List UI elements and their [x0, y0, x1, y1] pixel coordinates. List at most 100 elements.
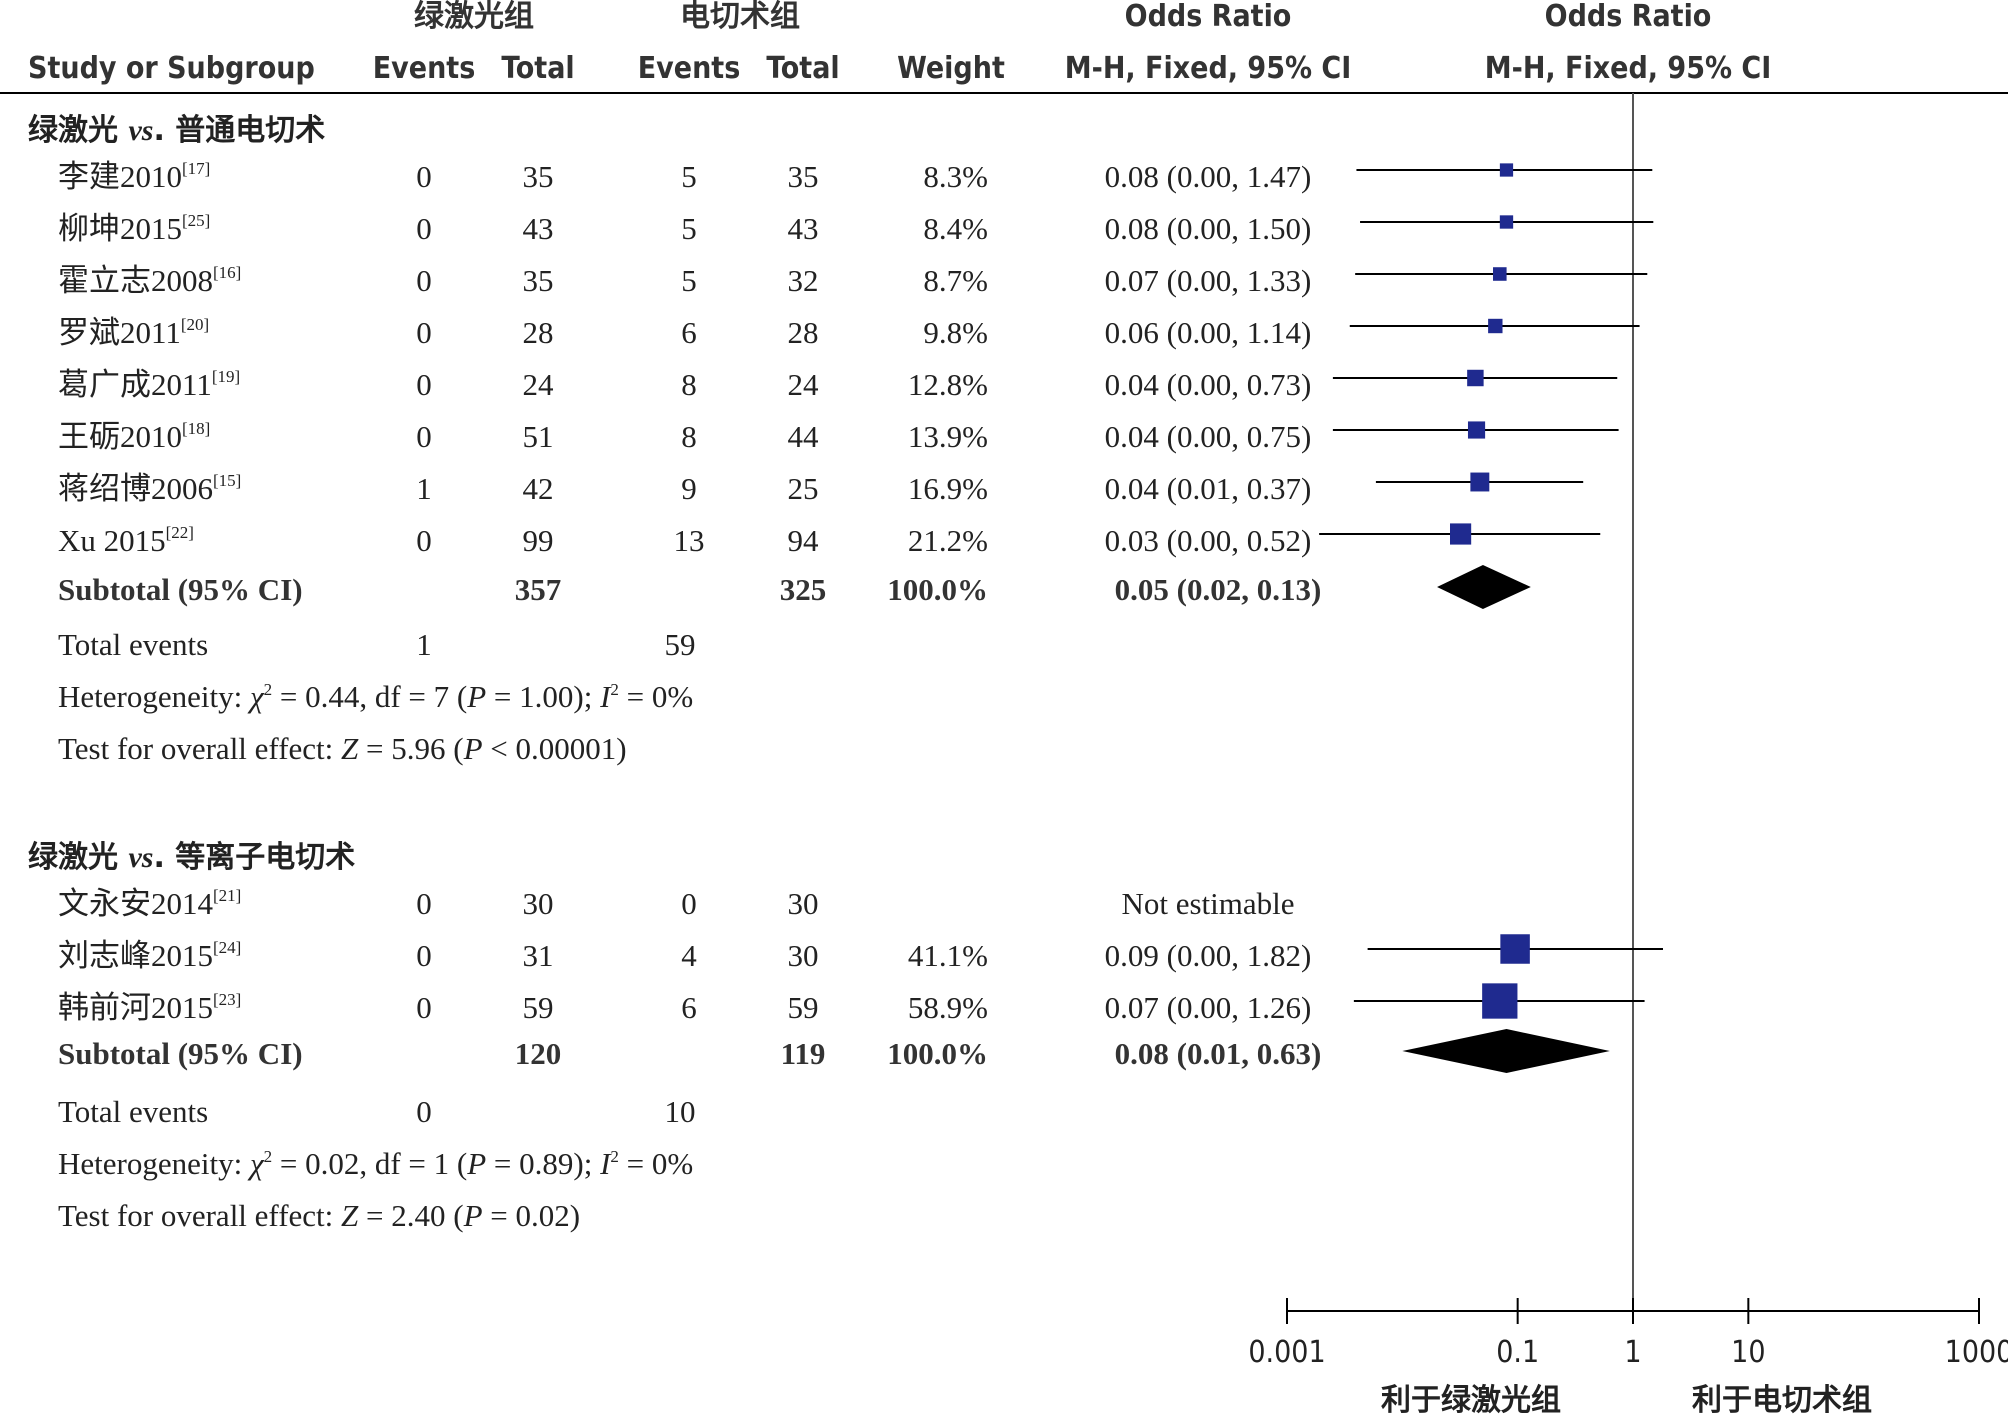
- study-ref: [24]: [213, 938, 241, 957]
- study-ref: [17]: [182, 159, 210, 178]
- or-ci-cell: 0.06 (0.00, 1.14): [1105, 315, 1312, 350]
- total1-cell: 35: [523, 263, 554, 298]
- het-i: I: [599, 1146, 612, 1181]
- x-axis: 0.001 0.1 1 10 1000: [1248, 1298, 2008, 1370]
- events2-cell: 6: [681, 315, 697, 350]
- col-method-left-header: M-H, Fixed, 95% CI: [1065, 51, 1352, 86]
- study-marker: [1499, 215, 1514, 229]
- total2-cell: 43: [788, 211, 819, 246]
- total-events2: 10: [665, 1094, 696, 1129]
- col-method-right-header: M-H, Fixed, 95% CI: [1485, 51, 1772, 86]
- or-ci-cell: 0.03 (0.00, 0.52): [1105, 523, 1312, 558]
- events2-cell: 4: [681, 938, 697, 973]
- events1-cell: 0: [416, 159, 432, 194]
- events2-cell: 5: [681, 159, 697, 194]
- study-name-text: 柳坤2015: [58, 211, 182, 246]
- col-total2-header: Total: [766, 51, 839, 86]
- events2-cell: 5: [681, 211, 697, 246]
- or-ci-cell: 0.07 (0.00, 1.33): [1105, 263, 1312, 298]
- x-tick-label: 10: [1731, 1335, 1765, 1370]
- het-rest1: = 0.02, df = 1 (: [272, 1146, 467, 1181]
- subgroup-title-suffix: . 普通电切术: [153, 113, 325, 148]
- het-p: P: [466, 1146, 486, 1181]
- study-name: 文永安2014[21]: [58, 886, 241, 921]
- or-ci-cell: 0.04 (0.01, 0.37): [1105, 471, 1312, 506]
- or-title-right: Odds Ratio: [1545, 0, 1712, 34]
- total2-cell: 30: [788, 938, 819, 973]
- study-name-text: 霍立志2008: [58, 263, 213, 298]
- study-name-text: 王砺2010: [58, 419, 182, 454]
- study-name: 罗斌2011[20]: [58, 315, 209, 350]
- het-i-sup: 2: [610, 680, 619, 699]
- plot-marks: [1319, 163, 1663, 1073]
- weight-cell: 21.2%: [908, 523, 988, 558]
- het-chi: χ: [247, 679, 265, 714]
- total2-cell: 94: [788, 523, 820, 558]
- total2-cell: 59: [788, 990, 819, 1025]
- events1-cell: 0: [416, 990, 432, 1025]
- subtotal-or-ci: 0.05 (0.02, 0.13): [1115, 572, 1322, 607]
- x-tick-label: 1: [1624, 1335, 1641, 1370]
- or-ci-cell: 0.04 (0.00, 0.75): [1105, 419, 1312, 454]
- or-ci-cell: 0.04 (0.00, 0.73): [1105, 367, 1312, 402]
- x-tick-label: 1000: [1945, 1335, 2008, 1370]
- study-name-text: 刘志峰2015: [58, 938, 213, 973]
- total-events1: 0: [416, 1094, 432, 1129]
- study-marker: [1470, 472, 1490, 492]
- col-total1-header: Total: [501, 51, 574, 86]
- subtotal-diamond: [1437, 565, 1531, 609]
- group2-title: 电切术组: [680, 0, 800, 34]
- subgroup-title-suffix: . 等离子电切术: [153, 840, 355, 875]
- subtotal-diamond: [1402, 1029, 1610, 1073]
- col-study-header: Study or Subgroup: [28, 51, 315, 86]
- study-marker: [1450, 523, 1472, 545]
- het-prefix: Heterogeneity:: [58, 1146, 250, 1181]
- events1-cell: 0: [416, 263, 432, 298]
- total1-cell: 99: [523, 523, 554, 558]
- subgroup-title: 绿激光 vs. 普通电切术: [28, 113, 325, 148]
- or-ci-cell: 0.08 (0.00, 1.50): [1105, 211, 1312, 246]
- study-name: 蒋绍博2006[15]: [58, 471, 241, 506]
- total1-cell: 51: [523, 419, 554, 454]
- het-rest2: = 1.00);: [486, 679, 600, 714]
- overall-rest1: = 5.96 (: [358, 731, 463, 766]
- events1-cell: 0: [416, 523, 432, 558]
- events1-cell: 0: [416, 315, 432, 350]
- events2-cell: 8: [681, 367, 697, 402]
- total1-cell: 59: [523, 990, 554, 1025]
- het-chi: χ: [247, 1146, 265, 1181]
- het-rest3: = 0%: [619, 679, 693, 714]
- study-name-text: 蒋绍博2006: [58, 471, 213, 506]
- overall-p: P: [463, 1198, 483, 1233]
- overall-z: Z: [341, 1198, 359, 1233]
- study-name-text: 韩前河2015: [58, 990, 213, 1025]
- subgroup-title-prefix: 绿激光: [28, 840, 128, 875]
- favor-right-label: 利于电切术组: [1692, 1383, 1872, 1415]
- study-name: 王砺2010[18]: [58, 419, 210, 454]
- weight-cell: 8.4%: [923, 211, 988, 246]
- overall-prefix: Test for overall effect:: [58, 1198, 341, 1233]
- events1-cell: 0: [416, 886, 432, 921]
- total-events-label: Total events: [58, 1094, 208, 1129]
- col-events2-header: Events: [638, 51, 741, 86]
- or-ci-cell: 0.08 (0.00, 1.47): [1105, 159, 1312, 194]
- events1-cell: 0: [416, 367, 432, 402]
- overall-prefix: Test for overall effect:: [58, 731, 341, 766]
- study-ref: [15]: [213, 471, 241, 490]
- col-weight-header: Weight: [897, 51, 1005, 86]
- study-ref: [20]: [181, 315, 209, 334]
- study-name: 刘志峰2015[24]: [58, 938, 241, 973]
- events2-cell: 8: [681, 419, 697, 454]
- het-i: I: [599, 679, 612, 714]
- study-marker: [1482, 983, 1518, 1019]
- total2-cell: 35: [788, 159, 819, 194]
- subtotal-weight: 100.0%: [887, 1036, 988, 1071]
- total1-cell: 31: [523, 938, 554, 973]
- x-tick-label: 0.001: [1248, 1335, 1325, 1370]
- total-events-label: Total events: [58, 627, 208, 662]
- overall-rest2: = 0.02): [483, 1198, 581, 1233]
- events2-cell: 6: [681, 990, 697, 1025]
- total2-cell: 28: [788, 315, 819, 350]
